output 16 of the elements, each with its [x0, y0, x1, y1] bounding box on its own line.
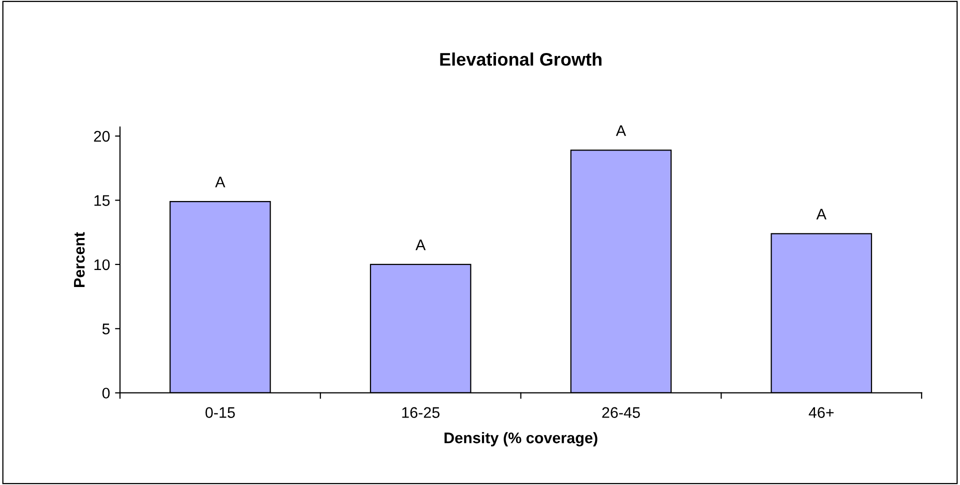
y-axis-title: Percent — [74, 232, 85, 287]
x-tick-label: 0-15 — [206, 407, 235, 418]
annotation: A — [215, 176, 226, 188]
x-tick-label: 26-45 — [602, 407, 640, 418]
y-tick-label: 0 — [102, 388, 110, 399]
y-tick-label: 15 — [94, 195, 110, 206]
y-tick-label: 20 — [94, 130, 110, 142]
annotation: A — [616, 125, 626, 136]
x-axis-title: Density (% coverage) — [444, 432, 598, 446]
y-tick-label: 10 — [94, 259, 110, 270]
y-tick-label: 5 — [102, 324, 110, 334]
x-tick-label: 16-25 — [402, 407, 440, 418]
x-tick-label: 46+ — [808, 407, 834, 418]
annotation: A — [816, 208, 826, 220]
annotation: A — [416, 240, 426, 250]
chart-title: Elevational Growth — [440, 52, 602, 66]
